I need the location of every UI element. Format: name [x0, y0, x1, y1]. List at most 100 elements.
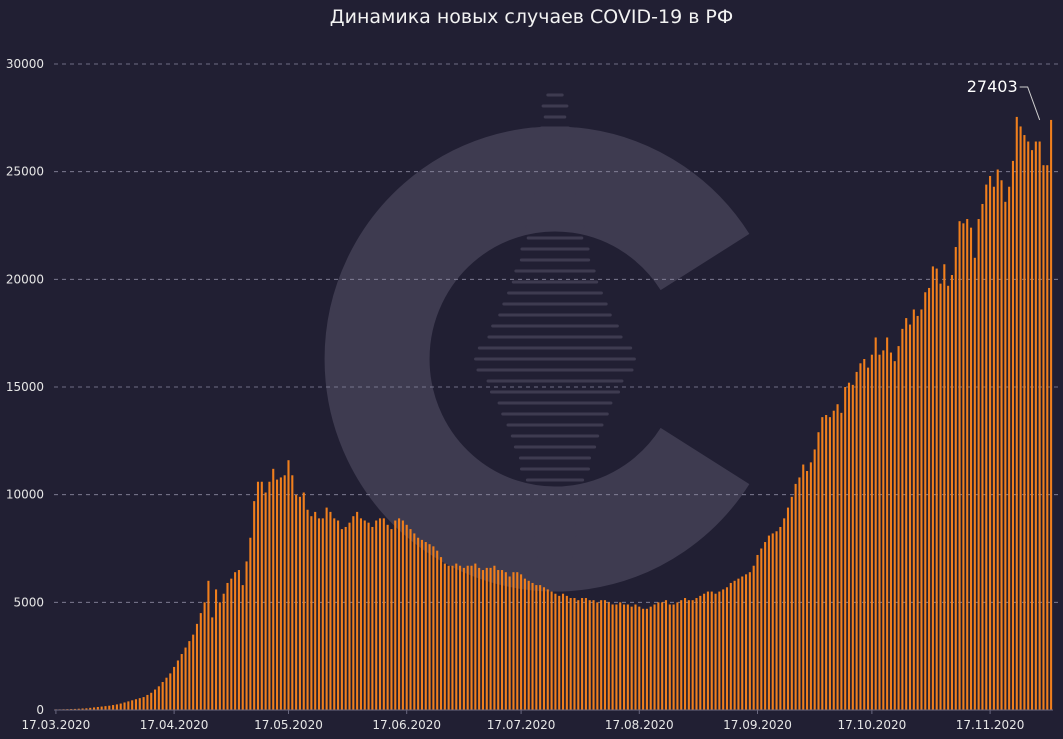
- bar: [195, 623, 199, 710]
- bar: [783, 518, 786, 710]
- bar: [790, 496, 793, 710]
- x-axis: 17.03.2020 17.04.2020 17.05.2020 17.06.2020…: [22, 709, 1053, 732]
- bar: [302, 492, 305, 710]
- bar: [535, 585, 538, 710]
- bar: [798, 477, 801, 710]
- bar: [215, 589, 218, 710]
- bar: [169, 673, 172, 710]
- bar: [409, 529, 412, 710]
- bar: [81, 708, 84, 710]
- bar: [893, 361, 896, 710]
- bar: [561, 593, 565, 710]
- bar: [119, 703, 122, 710]
- bar: [100, 706, 103, 710]
- bar: [939, 283, 942, 710]
- bar: [863, 359, 866, 710]
- bar: [775, 531, 778, 710]
- bar: [550, 591, 553, 710]
- bar: [1004, 201, 1007, 710]
- bar: [180, 654, 183, 710]
- bar: [851, 384, 854, 710]
- bar: [611, 604, 614, 710]
- bar: [386, 524, 389, 710]
- bar: [85, 708, 88, 710]
- bar: [1042, 165, 1045, 710]
- bar: [260, 481, 263, 710]
- bar: [375, 520, 378, 710]
- bar: [840, 412, 843, 710]
- bar: [474, 563, 477, 710]
- bar: [401, 520, 404, 710]
- bar: [760, 548, 763, 710]
- y-axis: 0 5000 10000 15000 20000 25000 30000: [6, 57, 44, 717]
- bar: [985, 184, 988, 710]
- x-tick-label: 17.08.2020: [605, 718, 674, 732]
- bar: [943, 264, 946, 710]
- bar: [752, 565, 755, 710]
- bar: [901, 328, 904, 710]
- bar: [653, 604, 656, 710]
- bar: [211, 617, 214, 710]
- bar: [668, 604, 671, 710]
- bar: [382, 518, 385, 710]
- bar: [405, 524, 408, 710]
- bar: [847, 382, 851, 710]
- bar: [680, 600, 683, 710]
- bar: [989, 175, 992, 710]
- bar: [725, 587, 729, 710]
- bar: [813, 449, 816, 710]
- bar: [173, 666, 176, 710]
- bar: [241, 585, 244, 710]
- bar: [844, 387, 847, 710]
- bar: [1019, 126, 1022, 711]
- bar: [523, 578, 526, 710]
- bar: [676, 602, 679, 710]
- bar: [321, 518, 324, 710]
- bar: [340, 529, 343, 710]
- bar: [542, 587, 546, 710]
- bar: [802, 464, 805, 710]
- bar: [295, 494, 298, 710]
- bar: [455, 563, 458, 710]
- bar: [508, 576, 511, 710]
- bar: [874, 337, 877, 710]
- bar: [642, 608, 645, 710]
- bar: [245, 561, 248, 710]
- bar: [237, 570, 240, 710]
- bar: [718, 591, 721, 710]
- bar: [947, 285, 950, 710]
- bar: [256, 481, 260, 710]
- bar: [878, 354, 881, 710]
- bar: [165, 677, 168, 710]
- y-tick-label: 20000: [6, 272, 44, 286]
- bar: [73, 708, 77, 710]
- bar: [592, 600, 595, 710]
- bar: [1008, 186, 1011, 711]
- bar: [417, 537, 420, 710]
- bar: [695, 598, 698, 710]
- bar: [226, 582, 229, 710]
- bar: [710, 591, 713, 710]
- bar: [546, 589, 549, 710]
- bar: [1030, 150, 1034, 711]
- bar: [630, 606, 633, 710]
- bar: [737, 578, 740, 710]
- bar: [855, 371, 858, 710]
- bar: [234, 572, 237, 710]
- bar: [870, 354, 873, 710]
- bar: [691, 600, 694, 710]
- bar: [699, 595, 702, 710]
- bar: [1050, 119, 1053, 711]
- bar: [398, 518, 401, 710]
- bar: [664, 600, 668, 710]
- bar: [436, 550, 439, 710]
- x-tick-label: 17.11.2020: [956, 718, 1025, 732]
- bar: [222, 593, 225, 710]
- bar: [96, 706, 99, 710]
- bar: [394, 520, 397, 710]
- bar: [649, 606, 652, 710]
- bar: [131, 700, 134, 710]
- bar: [828, 417, 831, 710]
- x-tick-label: 17.03.2020: [22, 718, 91, 732]
- bar: [1027, 141, 1030, 710]
